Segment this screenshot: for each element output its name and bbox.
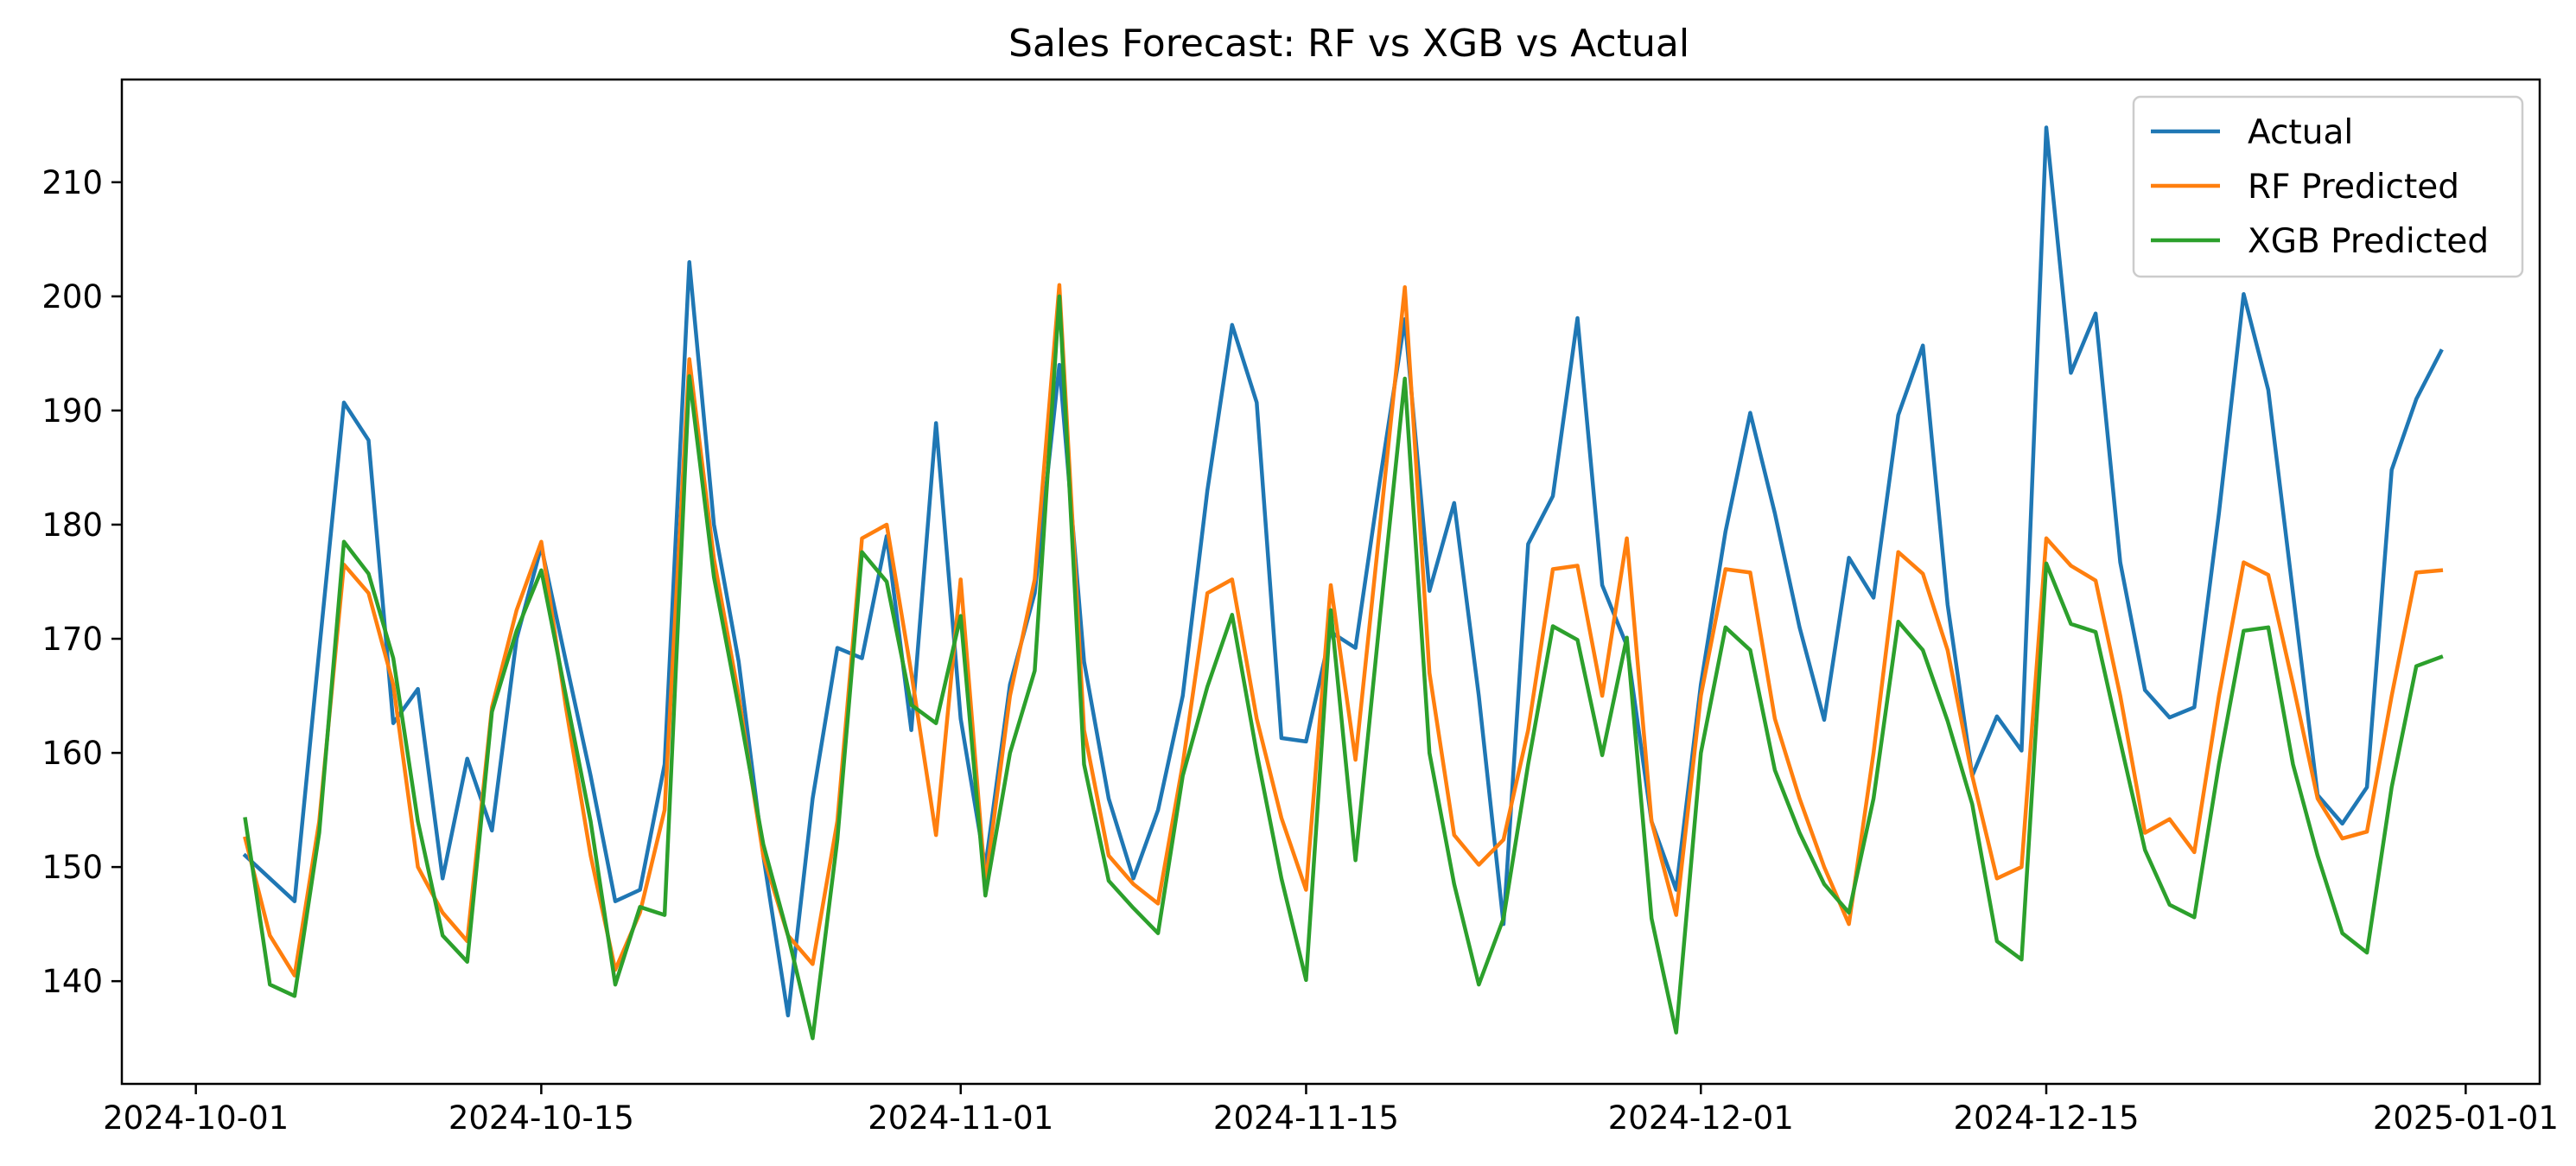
legend-box [2132, 95, 2524, 278]
x-tick-label: 2024-11-15 [1213, 1099, 1399, 1137]
y-tick-label: 170 [41, 621, 103, 658]
legend: Actual RF Predicted XGB Predicted [2132, 95, 2524, 278]
y-tick-label: 200 [41, 278, 103, 315]
y-tick-label: 140 [41, 963, 103, 1000]
y-tick-label: 210 [41, 164, 103, 201]
legend-label-actual: Actual [2248, 113, 2353, 152]
y-tick-label: 180 [41, 507, 103, 544]
legend-label-xgb-predicted: XGB Predicted [2248, 222, 2489, 261]
x-tick-label: 2025-01-01 [2373, 1099, 2559, 1137]
axes-layer: 2024-10-01 2024-10-15 2024-11-01 2024-11-15… [41, 78, 2559, 1137]
y-tick-label: 150 [41, 849, 103, 886]
plot-frame [120, 78, 2541, 1086]
series-line-actual [242, 125, 2444, 1018]
y-tick-label: 190 [41, 392, 103, 430]
x-tick-label: 2024-11-01 [868, 1099, 1053, 1137]
legend-label-rf-predicted: RF Predicted [2248, 168, 2459, 207]
series-line-xgb-predicted [243, 294, 2444, 1041]
x-tick-label: 2024-10-01 [103, 1099, 289, 1137]
x-tick-label: 2024-12-15 [1953, 1099, 2139, 1137]
chart-title: Sales Forecast: RF vs XGB vs Actual [1008, 22, 1689, 66]
y-tick-label: 160 [41, 735, 103, 772]
x-tick-label: 2024-10-15 [448, 1099, 634, 1137]
series-layer [242, 125, 2444, 1041]
x-tick-label: 2024-12-01 [1608, 1099, 1794, 1137]
